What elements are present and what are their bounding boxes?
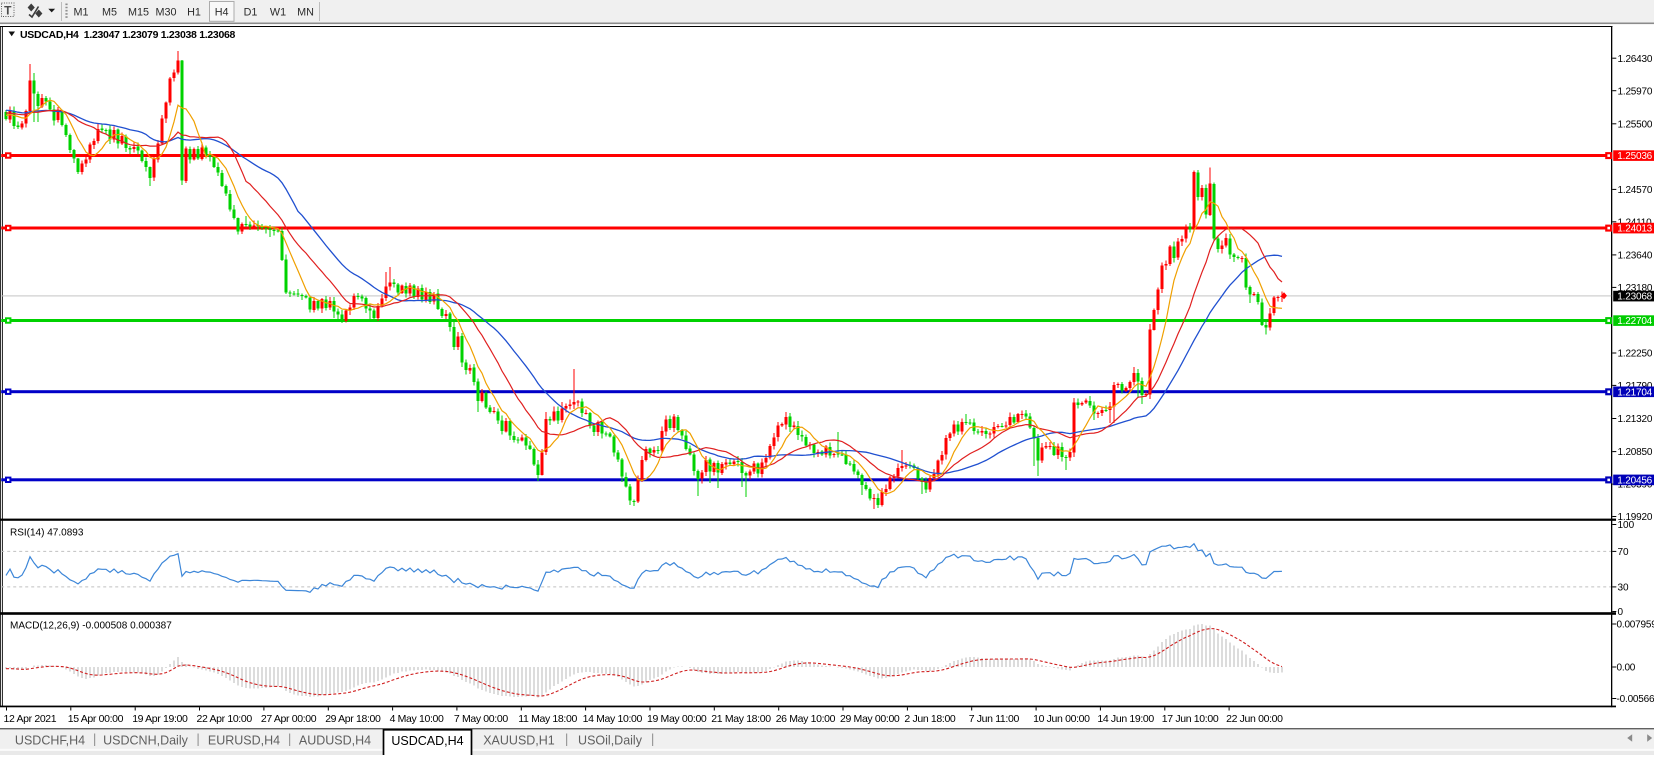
svg-text:1.20850: 1.20850 — [1618, 447, 1653, 458]
svg-text:-0.005663: -0.005663 — [1617, 694, 1654, 705]
svg-text:RSI(14) 47.0893: RSI(14) 47.0893 — [10, 528, 84, 539]
svg-text:10 Jun 00:00: 10 Jun 00:00 — [1033, 713, 1090, 725]
svg-text:4 May 10:00: 4 May 10:00 — [390, 713, 444, 725]
svg-text:30: 30 — [1618, 583, 1630, 594]
svg-text:USDCHF,H4: USDCHF,H4 — [15, 733, 85, 747]
svg-text:7 Jun 11:00: 7 Jun 11:00 — [969, 713, 1020, 725]
svg-text:USDCAD,H4 1.23047 1.23079 1.2: USDCAD,H4 1.23047 1.23079 1.23038 1.2306… — [20, 29, 236, 41]
svg-text:MN: MN — [297, 6, 314, 18]
svg-text:M30: M30 — [155, 6, 176, 18]
svg-text:0.00: 0.00 — [1617, 663, 1636, 674]
svg-text:1.25036: 1.25036 — [1617, 151, 1652, 162]
svg-text:11 May 18:00: 11 May 18:00 — [518, 713, 577, 725]
svg-text:17 Jun 10:00: 17 Jun 10:00 — [1162, 713, 1219, 725]
svg-text:27 Apr 00:00: 27 Apr 00:00 — [261, 713, 317, 725]
svg-text:1.24013: 1.24013 — [1617, 224, 1652, 235]
svg-text:70: 70 — [1618, 547, 1630, 558]
svg-text:1.26430: 1.26430 — [1618, 54, 1653, 65]
svg-text:MACD(12,26,9) -0.000508 0.0003: MACD(12,26,9) -0.000508 0.000387 — [10, 621, 172, 632]
svg-text:2 Jun 18:00: 2 Jun 18:00 — [904, 713, 956, 725]
svg-text:1.25970: 1.25970 — [1618, 86, 1653, 97]
svg-text:22 Jun 00:00: 22 Jun 00:00 — [1226, 713, 1283, 725]
svg-text:15 Apr 00:00: 15 Apr 00:00 — [68, 713, 124, 725]
svg-text:D1: D1 — [244, 6, 258, 18]
svg-text:29 Apr 18:00: 29 Apr 18:00 — [325, 713, 381, 725]
svg-text:1.21704: 1.21704 — [1617, 387, 1652, 398]
svg-text:EURUSD,H4: EURUSD,H4 — [208, 733, 280, 747]
svg-text:21 May 18:00: 21 May 18:00 — [711, 713, 771, 725]
svg-text:0: 0 — [1618, 607, 1624, 618]
svg-text:14 May 10:00: 14 May 10:00 — [583, 713, 643, 725]
svg-text:1.23068: 1.23068 — [1617, 292, 1652, 303]
svg-text:H4: H4 — [215, 6, 229, 18]
svg-text:14 Jun 19:00: 14 Jun 19:00 — [1097, 713, 1154, 725]
svg-text:AUDUSD,H4: AUDUSD,H4 — [299, 733, 371, 747]
svg-text:19 May 00:00: 19 May 00:00 — [647, 713, 707, 725]
svg-text:1.24570: 1.24570 — [1618, 185, 1653, 196]
svg-text:H1: H1 — [187, 6, 201, 18]
svg-text:1.25500: 1.25500 — [1618, 119, 1653, 130]
svg-text:22 Apr 10:00: 22 Apr 10:00 — [197, 713, 253, 725]
svg-text:7 May 00:00: 7 May 00:00 — [454, 713, 508, 725]
svg-text:M1: M1 — [74, 6, 89, 18]
svg-text:26 May 10:00: 26 May 10:00 — [776, 713, 836, 725]
svg-text:XAUUSD,H1: XAUUSD,H1 — [483, 733, 555, 747]
svg-text:1.23640: 1.23640 — [1618, 251, 1653, 262]
svg-text:1.22704: 1.22704 — [1617, 316, 1652, 327]
svg-text:W1: W1 — [270, 6, 286, 18]
svg-text:T: T — [4, 4, 12, 18]
svg-text:USOil,Daily: USOil,Daily — [578, 733, 643, 747]
svg-text:USDCAD,H4: USDCAD,H4 — [391, 734, 463, 748]
svg-text:1.20456: 1.20456 — [1617, 476, 1652, 487]
svg-text:1.22250: 1.22250 — [1618, 349, 1653, 360]
svg-text:29 May 00:00: 29 May 00:00 — [840, 713, 900, 725]
svg-text:M15: M15 — [128, 6, 149, 18]
svg-text:100: 100 — [1618, 520, 1635, 531]
svg-text:12 Apr 2021: 12 Apr 2021 — [4, 713, 57, 725]
svg-text:0.007959: 0.007959 — [1617, 620, 1654, 631]
svg-text:M5: M5 — [102, 6, 117, 18]
svg-text:19 Apr 19:00: 19 Apr 19:00 — [132, 713, 188, 725]
svg-text:USDCNH,Daily: USDCNH,Daily — [103, 733, 188, 747]
svg-text:1.21320: 1.21320 — [1618, 414, 1653, 425]
